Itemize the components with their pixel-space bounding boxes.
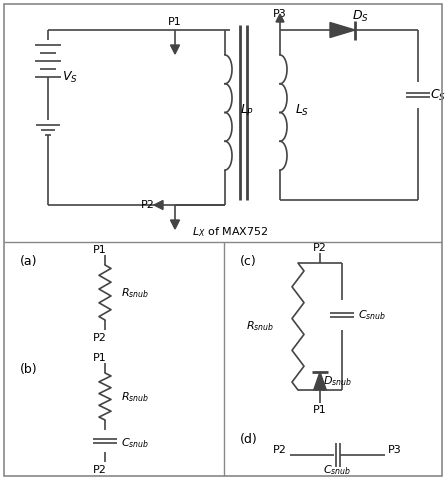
Text: $R_{snub}$: $R_{snub}$ <box>121 286 149 300</box>
Text: P2: P2 <box>93 465 107 475</box>
Text: $R_{snub}$: $R_{snub}$ <box>246 319 274 333</box>
Text: $D_{snub}$: $D_{snub}$ <box>323 374 352 388</box>
Text: (a): (a) <box>20 255 37 268</box>
Text: P2: P2 <box>313 243 327 253</box>
Text: P2: P2 <box>273 445 287 455</box>
Text: (d): (d) <box>240 433 258 446</box>
Text: P1: P1 <box>93 245 107 255</box>
Polygon shape <box>170 45 179 54</box>
Text: P2: P2 <box>141 200 155 210</box>
Text: $C_{snub}$: $C_{snub}$ <box>358 308 386 322</box>
Polygon shape <box>276 14 284 22</box>
Text: $C_{snub}$: $C_{snub}$ <box>121 436 149 450</box>
Polygon shape <box>330 23 355 37</box>
Text: $L_X$ of MAX752: $L_X$ of MAX752 <box>192 225 268 239</box>
Text: $D_S$: $D_S$ <box>351 9 368 24</box>
Text: P1: P1 <box>313 405 327 415</box>
Text: $L_S$: $L_S$ <box>295 102 309 118</box>
Text: (c): (c) <box>240 255 257 268</box>
Text: $V_S$: $V_S$ <box>62 70 78 84</box>
Text: $L_P$: $L_P$ <box>240 102 254 118</box>
Text: $R_{snub}$: $R_{snub}$ <box>121 390 149 404</box>
Polygon shape <box>170 220 179 229</box>
Polygon shape <box>314 372 326 390</box>
Polygon shape <box>154 201 163 209</box>
Text: (b): (b) <box>20 363 37 376</box>
Text: P1: P1 <box>168 17 182 27</box>
Text: $C_S$: $C_S$ <box>430 87 446 103</box>
Text: $C_{snub}$: $C_{snub}$ <box>323 463 351 477</box>
Text: P2: P2 <box>93 333 107 343</box>
Text: P1: P1 <box>93 353 107 363</box>
Text: P3: P3 <box>273 9 287 19</box>
Text: P3: P3 <box>388 445 402 455</box>
